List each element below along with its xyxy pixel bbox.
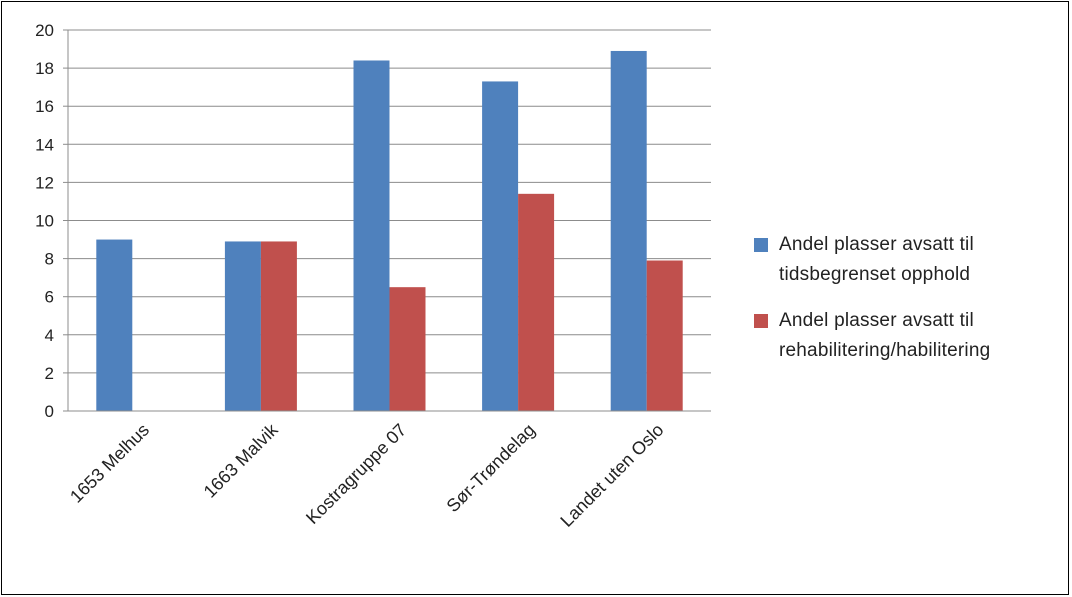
x-tick-labels: 1653 Melhus 1663 Malvik Kostragruppe 07 Sør… (66, 419, 667, 531)
y-tick-label-14: 14 (35, 135, 54, 154)
legend-label-series-1: Andel plasser avsatt til tidsbegrenset o… (779, 234, 974, 285)
y-tick-label-16: 16 (35, 97, 54, 116)
bar-series-1-cat-2 (224, 241, 261, 411)
bar-series-1-cat-3 (353, 60, 390, 411)
x-tick-label-1: 1653 Melhus (66, 420, 153, 507)
y-tick-label-4: 4 (45, 326, 54, 345)
y-tick-label-10: 10 (35, 212, 54, 231)
x-tick-label-4: Sør-Trøndelag (443, 420, 539, 516)
y-tick-label-20: 20 (35, 21, 54, 40)
y-tick-label-2: 2 (45, 364, 54, 383)
bar-series-2-cat-2 (260, 241, 297, 411)
legend: Andel plasser avsatt til tidsbegrenset o… (754, 230, 1070, 382)
x-tick-label-3: Kostragruppe 07 (302, 420, 410, 528)
bar-series-1-cat-4 (482, 81, 519, 411)
axes (63, 29, 711, 412)
y-tick-label-8: 8 (45, 250, 54, 269)
y-tick-label-18: 18 (35, 59, 54, 78)
y-tick-label-6: 6 (45, 288, 54, 307)
bar-series-2-cat-3 (389, 287, 426, 411)
bar-series-1-cat-5 (610, 50, 647, 411)
bar-series-2-cat-5 (646, 260, 683, 411)
x-tick-label-2: 1663 Malvik (200, 419, 283, 502)
legend-item-series-1: Andel plasser avsatt til tidsbegrenset o… (754, 230, 1070, 290)
y-tick-label-0: 0 (45, 402, 54, 421)
bar-series-1-cat-1 (96, 239, 133, 411)
y-tick-label-12: 12 (35, 173, 54, 192)
x-tick-label-5: Landet uten Oslo (556, 420, 667, 531)
legend-item-series-2: Andel plasser avsatt til rehabilitering/… (754, 306, 1070, 366)
legend-label-series-2: Andel plasser avsatt til rehabilitering/… (779, 310, 991, 361)
legend-swatch-series-1 (754, 238, 768, 252)
y-tick-labels: 0 2 4 6 8 10 12 14 16 18 20 (35, 21, 54, 421)
bars (96, 50, 683, 411)
bar-series-2-cat-4 (518, 193, 555, 411)
legend-swatch-series-2 (754, 314, 768, 328)
